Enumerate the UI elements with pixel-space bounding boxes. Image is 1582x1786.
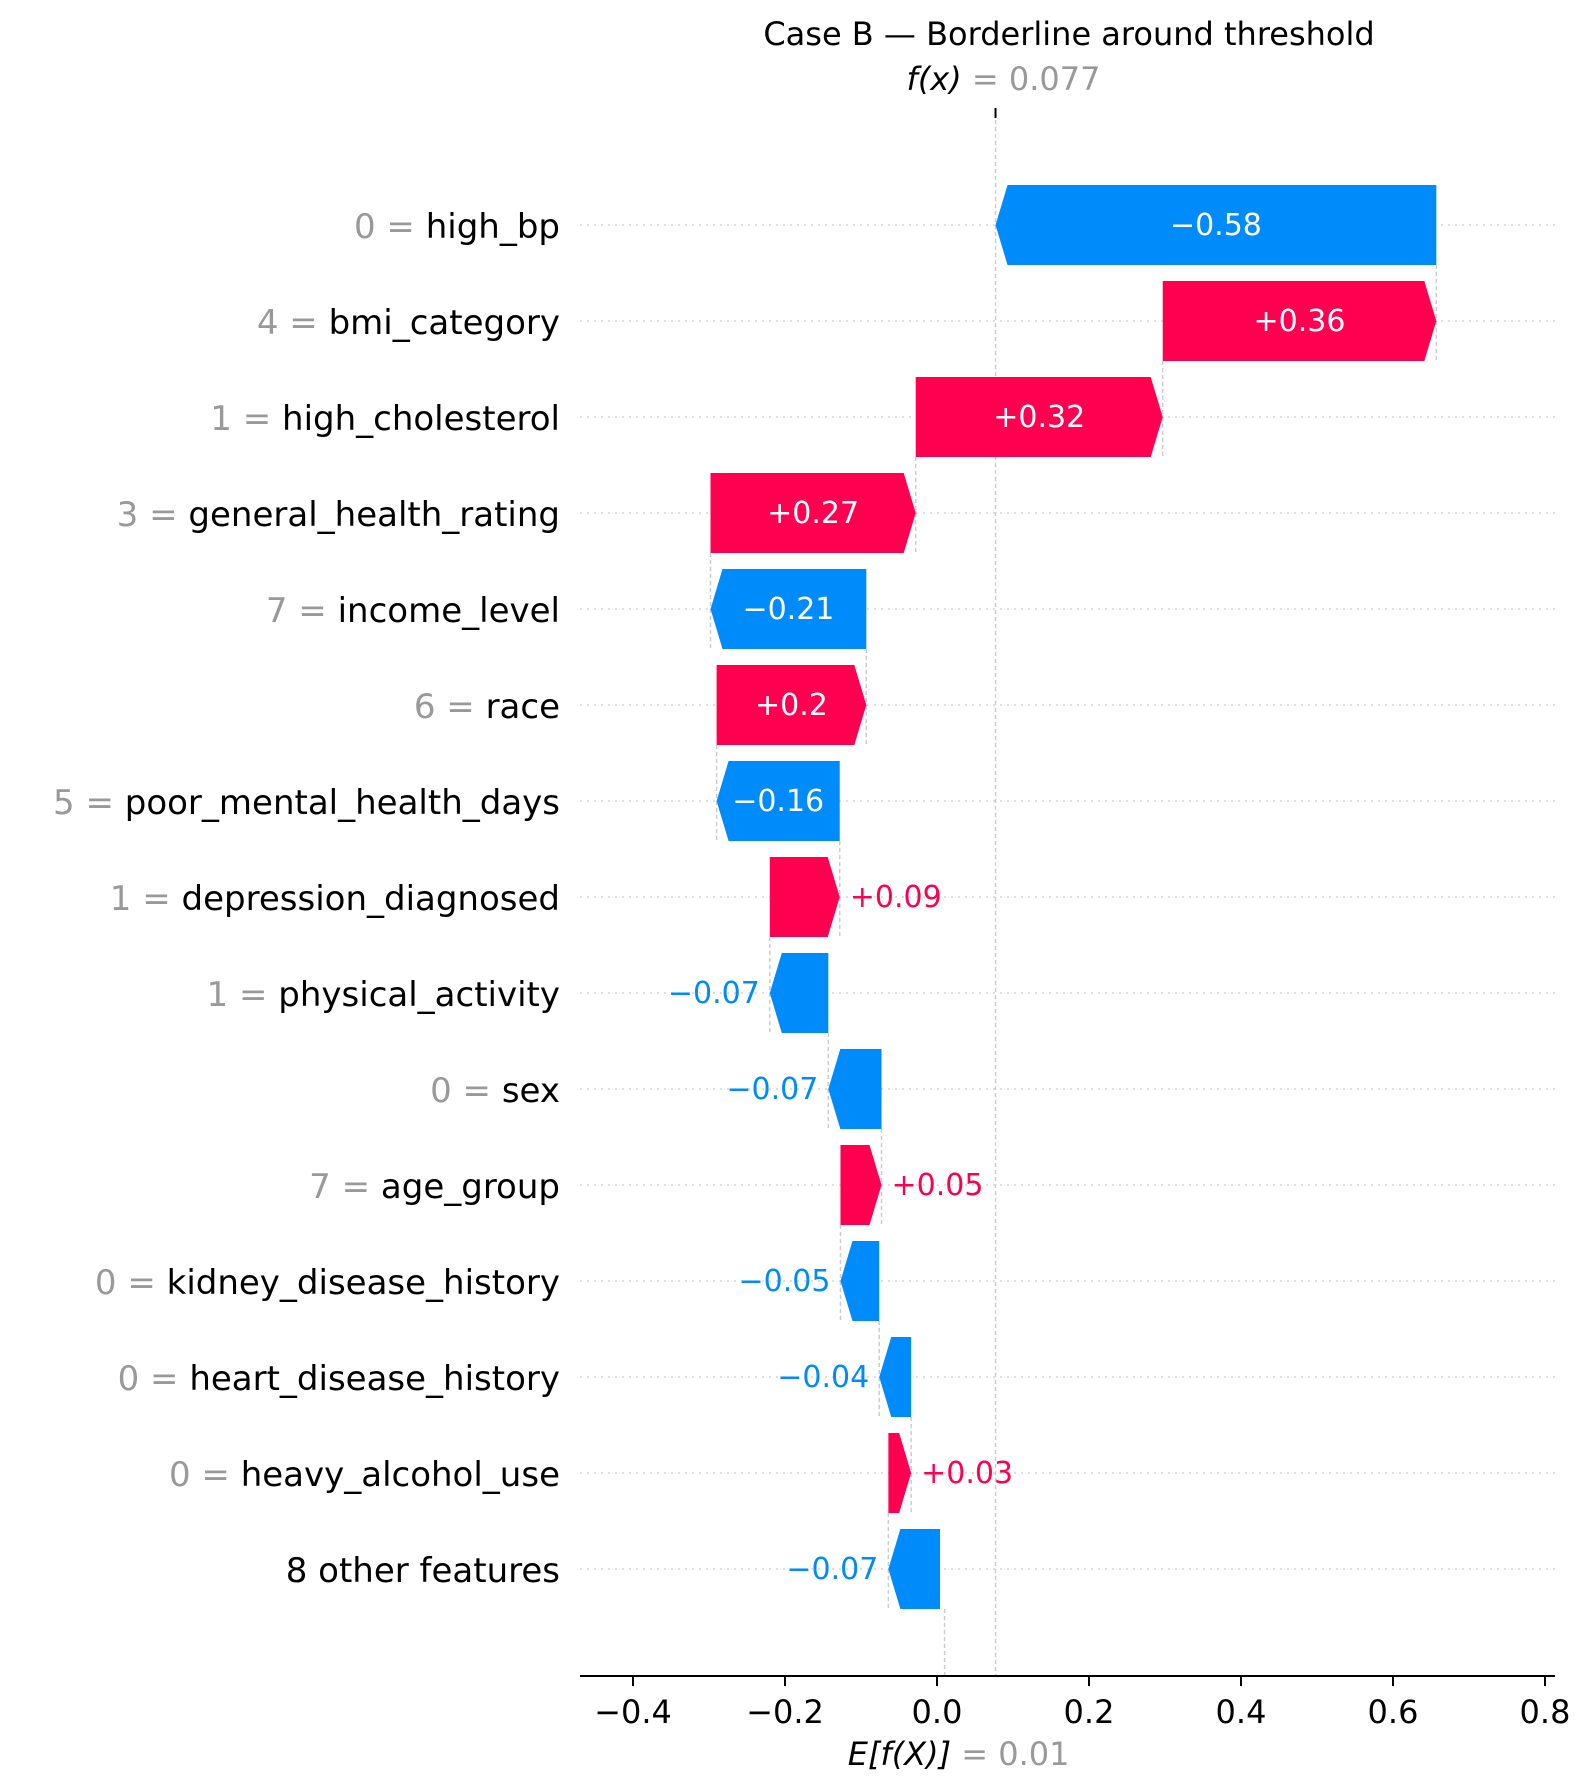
bar-value-label: +0.27 — [767, 496, 859, 531]
feature-label: 1 = depression_diagnosed — [110, 879, 560, 919]
bar-value-label: +0.2 — [755, 688, 828, 723]
bar-value-label: −0.16 — [732, 784, 824, 819]
feature-label: 3 = general_health_rating — [117, 495, 560, 535]
feature-value: 0 = — [118, 1359, 190, 1399]
bar-value-label: +0.32 — [993, 400, 1085, 435]
connectors — [709, 265, 1438, 1609]
feature-name: high_bp — [426, 207, 560, 247]
fx-label: f(x) = 0.077 — [907, 60, 1101, 98]
feature-label: 0 = high_bp — [354, 207, 560, 247]
bar-8-other-features — [888, 1529, 941, 1609]
bar-value-label: −0.05 — [739, 1264, 831, 1299]
feature-label: 5 = poor_mental_health_days — [53, 783, 560, 823]
base-value: = 0.01 — [951, 1735, 1069, 1773]
fx-value: = 0.077 — [962, 60, 1101, 98]
bar-value-label: +0.05 — [892, 1168, 984, 1203]
bar-value-label: +0.03 — [921, 1456, 1013, 1491]
feature-label: 4 = bmi_category — [257, 303, 560, 343]
bar-depression_diagnosed — [769, 857, 840, 937]
bar-value-label: −0.21 — [742, 592, 834, 627]
feature-value: 3 = — [117, 495, 189, 535]
feature-value: 1 = — [207, 975, 279, 1015]
feature-name: race — [486, 687, 560, 727]
x-tick-label: −0.2 — [746, 1693, 824, 1731]
feature-name: heavy_alcohol_use — [241, 1455, 560, 1495]
feature-label: 0 = heart_disease_history — [118, 1359, 560, 1399]
bar-income_level — [710, 569, 867, 649]
feature-value: 7 = — [309, 1167, 381, 1207]
bar-sex — [828, 1049, 882, 1129]
bar-bmi_category — [1162, 281, 1437, 361]
bar-high_bp — [995, 185, 1437, 265]
x-axis: −0.4 −0.2 0.0 0.2 0.4 0.6 0.8 — [580, 1675, 1571, 1731]
feature-value: 0 = — [354, 207, 426, 247]
feature-name: age_group — [381, 1167, 560, 1207]
bar-value-label: +0.09 — [850, 880, 942, 915]
feature-value: 0 = — [430, 1071, 502, 1111]
feature-value: 5 = — [53, 783, 125, 823]
x-tick-label: 0.6 — [1368, 1693, 1419, 1731]
feature-label: 1 = high_cholesterol — [210, 399, 560, 439]
feature-label: 6 = race — [414, 687, 560, 727]
bar-value-label: +0.36 — [1254, 304, 1346, 339]
feature-name: sex — [502, 1071, 560, 1111]
feature-value: 0 = — [169, 1455, 241, 1495]
feature-value: 0 = — [95, 1263, 167, 1303]
bar-value-label: −0.07 — [726, 1072, 818, 1107]
bar-poor_mental_health_days — [716, 761, 840, 841]
feature-label: 7 = income_level — [266, 591, 560, 631]
x-tick-label: 0.4 — [1216, 1693, 1267, 1731]
fx-symbol: f(x) — [907, 60, 962, 98]
base-symbol: E[f(X)] — [848, 1735, 951, 1773]
feature-value: 1 = — [110, 879, 182, 919]
feature-name: depression_diagnosed — [182, 879, 560, 919]
feature-value: 6 = — [414, 687, 486, 727]
feature-name: poor_mental_health_days — [125, 783, 560, 823]
feature-name: general_health_rating — [188, 495, 560, 535]
feature-name: 8 other features — [286, 1551, 560, 1591]
feature-name: high_cholesterol — [282, 399, 560, 439]
base-label: E[f(X)] = 0.01 — [848, 1735, 1070, 1773]
reference-lines — [943, 120, 997, 1676]
feature-value: 7 = — [266, 591, 338, 631]
bar-value-label: −0.58 — [1170, 208, 1262, 243]
feature-label: 0 = kidney_disease_history — [95, 1263, 560, 1303]
feature-name: bmi_category — [329, 303, 560, 343]
bar-value-label: −0.07 — [786, 1552, 878, 1587]
bar-kidney_disease_history — [840, 1241, 880, 1321]
bar-value-label: −0.04 — [777, 1360, 869, 1395]
feature-label: 1 = physical_activity — [207, 975, 560, 1015]
feature-label: 8 other features — [286, 1551, 560, 1591]
chart-title: Case B — Borderline around threshold — [763, 15, 1374, 53]
bar-heart_disease_history — [879, 1337, 912, 1417]
x-tick-label: 0.2 — [1064, 1693, 1115, 1731]
bar-physical_activity — [769, 953, 829, 1033]
feature-value: 4 = — [257, 303, 329, 343]
feature-name: physical_activity — [278, 975, 560, 1015]
feature-labels: 0 = high_bp 4 = bmi_category 1 = high_chol… — [53, 207, 560, 1591]
x-tick-label: 0.8 — [1520, 1693, 1571, 1731]
bar-race — [716, 665, 867, 745]
bar-age_group — [840, 1145, 882, 1225]
bar-value-label: −0.07 — [668, 976, 760, 1011]
feature-name: kidney_disease_history — [167, 1263, 560, 1303]
x-tick-label: −0.4 — [594, 1693, 672, 1731]
feature-value: 1 = — [210, 399, 282, 439]
bars: −0.58 +0.36 +0.32 +0.27 −0.21 +0.2 −0.16 +0.09 −… — [668, 185, 1437, 1609]
bar-heavy_alcohol_use — [888, 1433, 912, 1513]
feature-name: heart_disease_history — [189, 1359, 560, 1399]
feature-label: 0 = sex — [430, 1071, 560, 1111]
base-value-footer: E[f(X)] = 0.01 — [848, 1735, 1070, 1773]
bar-high_cholesterol — [915, 377, 1163, 457]
x-tick-label: 0.0 — [912, 1693, 963, 1731]
feature-name: income_level — [338, 591, 560, 631]
feature-label: 0 = heavy_alcohol_use — [169, 1455, 560, 1495]
bar-general_health_rating — [710, 473, 916, 553]
fx-header: f(x) = 0.077 — [907, 60, 1101, 118]
feature-label: 7 = age_group — [309, 1167, 560, 1207]
